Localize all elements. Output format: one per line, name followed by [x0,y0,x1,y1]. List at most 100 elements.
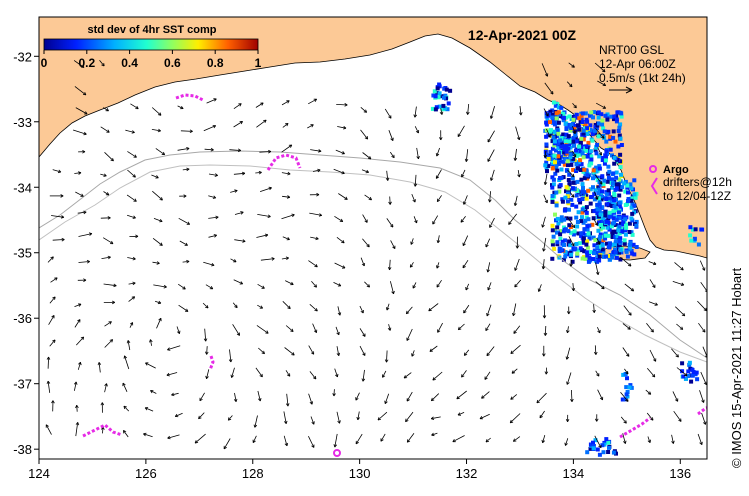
sst-pixel [579,145,584,150]
current-vector [519,106,522,116]
current-vector [127,151,137,158]
sst-pixel [432,89,437,94]
current-vector [99,59,105,67]
sst-pixel [579,136,584,141]
current-vector-head [132,215,136,219]
current-vector [362,369,365,382]
sst-pixel [612,242,617,247]
sst-pixel [571,117,576,122]
current-vector-head [382,374,386,378]
sst-pixel [545,118,550,123]
sst-pixel [607,196,612,201]
lat-tick-label: -38 [13,442,32,457]
sst-pixel [430,106,435,111]
current-vector [179,240,188,246]
sst-pixel [580,111,585,116]
sst-pixel [585,173,590,178]
current-vector [359,345,366,356]
sst-pixel [567,207,571,212]
sst-pixel [585,245,590,250]
current-vector-head [513,330,517,334]
current-vector-head [518,112,523,116]
current-vector-head [205,375,209,380]
argo-legend: Argo drifters@12h to 12/04-12Z [649,164,732,203]
sst-pixel [617,231,622,236]
current-vector [620,416,627,424]
current-vector-head [233,398,238,402]
sst-pixel [610,177,615,182]
current-vector-head [602,68,606,73]
current-vector-head [490,177,494,181]
current-vector [74,86,87,96]
current-vector-head [161,151,166,156]
current-vector [364,281,370,288]
sst-pixel [569,197,574,202]
sst-pixel [556,146,561,151]
current-vector-head [627,263,632,267]
drifter-note-1: drifters@12h [663,175,732,189]
current-vector-head [487,158,491,162]
current-vector-head [511,370,516,374]
sst-pixel [586,143,591,148]
sst-pixel [602,129,607,134]
current-vector-head [344,103,348,107]
sst-pixel [623,372,628,376]
current-vector [75,107,88,115]
sst-pixel [615,110,620,115]
sst-pixel [568,216,573,221]
sst-pixel [584,242,589,247]
sst-pixel [562,147,567,152]
current-vector-head [432,377,436,381]
sst-pixel [603,236,608,241]
current-vector [180,130,193,132]
current-vector [676,323,684,330]
sst-pixel [546,163,551,168]
argo-label: Argo [663,164,689,176]
current-vector [360,106,367,113]
current-vector-head [678,418,682,422]
sst-pixel [591,115,595,120]
current-vector-head [166,372,170,377]
current-vector-head [542,315,547,319]
current-vector [623,305,632,316]
current-vector [155,148,165,156]
sst-pixel [618,122,623,127]
sst-pixel [598,234,603,239]
sst-pixel [593,238,598,243]
map-title-date: 12-Apr-2021 00Z [468,27,577,43]
colorbar-tick-label: 0.2 [78,56,95,70]
sst-pixel [563,157,568,162]
current-vector-head [683,372,688,377]
sst-pixel [576,248,581,253]
current-vector-head [485,243,489,248]
current-vector-head [271,257,275,261]
sst-pixel [568,145,573,150]
current-vector-head [543,332,548,336]
sst-pixel [563,238,568,243]
sst-pixel [574,204,579,209]
current-vector [336,411,340,424]
current-vector [485,437,491,443]
sst-pixel [594,165,599,170]
sst-pixel [435,86,440,91]
current-vector-head [315,236,319,241]
current-vector-head [284,442,289,447]
current-vector-head [541,439,545,444]
sst-pixel [591,446,596,451]
sst-pixel [614,255,619,260]
current-vector-head [97,362,102,366]
sst-pixel [561,111,566,116]
sst-pixel [560,141,565,146]
sst-pixel [585,132,590,136]
current-vector-head [236,332,240,336]
current-vector-head [406,337,410,341]
current-vector [437,322,443,333]
sst-pixel [632,192,637,197]
current-vector [517,170,520,178]
sst-pixel [604,197,609,202]
plot-frame [38,16,708,460]
current-vector [101,256,111,259]
current-vector-head [240,211,244,215]
sst-pixel [680,369,685,374]
sst-pixel [575,251,580,256]
